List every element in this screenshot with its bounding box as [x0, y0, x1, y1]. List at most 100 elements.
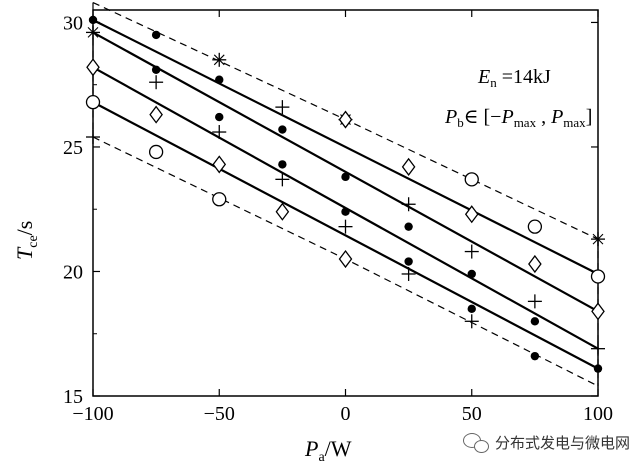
- data-point-cross: [275, 172, 290, 187]
- watermark-text: 分布式发电与微电网: [494, 434, 630, 452]
- circle-mark: [212, 192, 227, 207]
- data-point-cross: [464, 314, 479, 329]
- data-point-dot: [215, 112, 224, 122]
- x-tick-label: 50: [462, 403, 482, 425]
- y-tick-label: 30: [63, 12, 83, 34]
- data-point-diamond: [338, 249, 353, 269]
- data-point-diamond: [401, 157, 416, 176]
- data-point-diamond: [275, 202, 290, 221]
- dot-mark: [404, 222, 413, 231]
- diamond-mark: [401, 157, 416, 176]
- data-point-cross: [401, 197, 416, 212]
- data-point-cross: [86, 130, 100, 145]
- diamond-mark: [149, 105, 163, 124]
- data-point-dot: [151, 30, 161, 40]
- data-point-dot: [341, 207, 350, 216]
- data-point-circle: [527, 219, 543, 234]
- data-point-dot: [341, 172, 350, 182]
- data-point-diamond: [464, 205, 479, 224]
- series-line: [92, 101, 599, 370]
- data-point-cross: [149, 75, 164, 90]
- circle-mark: [148, 144, 164, 160]
- wechat-icon: [462, 432, 489, 453]
- data-point-cross: [401, 266, 416, 281]
- watermark: 分布式发电与微电网: [462, 432, 630, 453]
- dot-mark: [404, 257, 413, 266]
- data-point-asterisk: [212, 52, 227, 67]
- data-point-dot: [530, 351, 540, 361]
- dot-mark: [530, 351, 540, 361]
- diamond-mark: [338, 249, 353, 269]
- diamond-mark: [212, 155, 227, 174]
- dot-mark: [215, 112, 224, 122]
- data-point-dot: [151, 65, 161, 74]
- data-point-diamond: [528, 254, 542, 274]
- data-point-dot: [467, 304, 476, 314]
- dot-mark: [593, 364, 603, 373]
- data-point-dot: [215, 75, 224, 84]
- ast-d2: [592, 233, 604, 245]
- dot-mark: [215, 75, 224, 84]
- y-tick-label: 20: [63, 261, 83, 283]
- dot-mark: [467, 304, 476, 314]
- dot-mark: [278, 125, 287, 134]
- diamond-mark: [528, 254, 542, 274]
- data-point-diamond: [149, 105, 163, 124]
- data-point-circle: [85, 94, 101, 110]
- data-point-circle: [464, 172, 479, 187]
- series-line: [92, 31, 599, 313]
- data-point-dot: [593, 364, 603, 373]
- markers: [85, 15, 606, 373]
- data-point-asterisk: [86, 25, 100, 40]
- data-point-dot: [404, 222, 413, 231]
- circle-mark: [85, 94, 101, 110]
- x-tick-label: 0: [341, 403, 351, 425]
- diamond-mark: [86, 58, 100, 77]
- dot-mark: [151, 30, 161, 40]
- annotation-energy: En =14kJ: [477, 66, 551, 90]
- dot-mark: [530, 317, 540, 326]
- data-point-cross: [212, 125, 227, 140]
- data-point-cross: [464, 244, 479, 259]
- data-point-diamond: [212, 155, 227, 174]
- diamond-mark: [338, 110, 353, 129]
- data-point-dot: [88, 15, 98, 25]
- circle-mark: [590, 269, 606, 284]
- x-tick-label: 100: [583, 403, 613, 425]
- x-tick-label: −50: [204, 403, 235, 425]
- x-axis-label: Pa/W: [304, 436, 352, 465]
- annotation-pb-range: Pb∈ [−Pmax , Pmax]: [444, 106, 592, 130]
- data-point-dot: [278, 125, 287, 134]
- ast-d2: [213, 54, 225, 66]
- diamond-mark: [591, 302, 605, 321]
- diamond-mark: [275, 202, 290, 221]
- ast-d2: [87, 27, 99, 38]
- data-point-diamond: [86, 58, 100, 77]
- data-point-circle: [212, 192, 227, 207]
- dot-mark: [278, 160, 287, 169]
- dot-mark: [341, 172, 350, 182]
- x-tick-label: −100: [72, 403, 113, 425]
- circle-mark: [464, 172, 479, 187]
- axes: −100 −50 0 50 100 15 20 25 30: [63, 9, 613, 425]
- data-point-circle: [148, 144, 164, 160]
- data-point-diamond: [591, 302, 605, 321]
- dot-mark: [88, 15, 98, 25]
- data-point-cross: [338, 219, 353, 234]
- data-point-dot: [530, 317, 540, 326]
- data-point-diamond: [338, 110, 353, 129]
- data-point-dot: [404, 257, 413, 266]
- data-point-asterisk: [591, 232, 605, 247]
- data-point-dot: [467, 269, 476, 279]
- data-point-dot: [278, 160, 287, 169]
- data-point-cross: [275, 100, 290, 115]
- dot-mark: [341, 207, 350, 216]
- data-point-cross: [527, 294, 542, 309]
- diamond-mark: [464, 205, 479, 224]
- series-line: [92, 18, 599, 275]
- dot-mark: [467, 269, 476, 279]
- y-tick-label: 25: [63, 137, 83, 159]
- dot-mark: [151, 65, 161, 74]
- data-point-circle: [590, 269, 606, 284]
